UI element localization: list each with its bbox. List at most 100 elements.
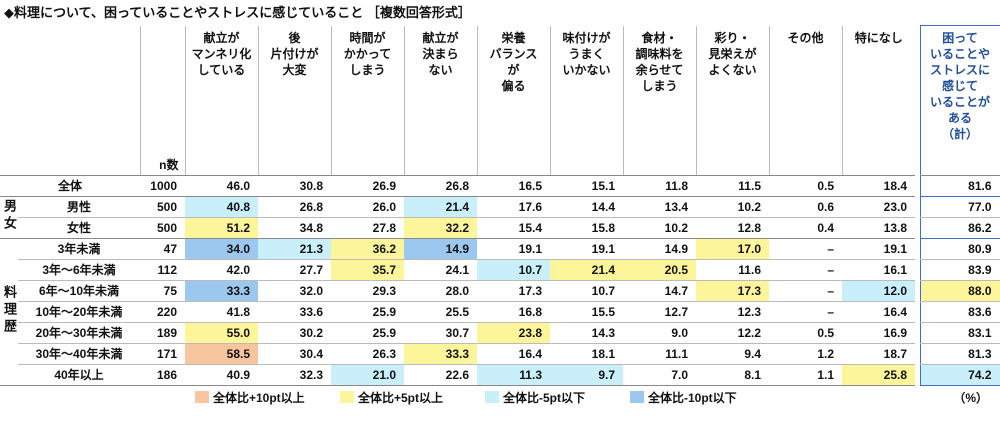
spacer [915, 217, 920, 238]
summary-header: 困って いることや ストレスに 感じて いることが ある （計） [919, 25, 1000, 176]
column-header: 食材・ 調味料を 余らせて しまう [622, 25, 696, 176]
spacer [915, 25, 920, 175]
data-row: 3年～6年未満 112 42.0 27.7 35.7 24.1 10.7 21.4 20.5 11… [0, 259, 1000, 281]
value-cell: 23.8 [477, 322, 550, 344]
group-label-cell: 料理歴 [0, 238, 18, 386]
header-line: かかって [343, 46, 392, 61]
legend-swatch [485, 391, 499, 403]
n-value: 500 [140, 196, 185, 218]
n-value: 186 [140, 364, 185, 386]
legend-swatch [630, 391, 644, 403]
value-cell: 17.3 [477, 280, 550, 302]
value-cell: 11.1 [623, 343, 696, 365]
header-line: ある [947, 111, 972, 125]
value-cell: 15.8 [550, 217, 623, 239]
row-label: 20年～30年未満 [18, 322, 140, 344]
legend-item: 全体比-10pt以下 [630, 389, 737, 406]
value-cell: 30.7 [404, 322, 477, 344]
header-line: している [197, 62, 246, 77]
spacer [915, 280, 920, 301]
spacer [915, 364, 920, 385]
value-cell: 24.1 [404, 259, 477, 281]
header-line: 献立が [203, 30, 240, 45]
value-cell: 28.0 [404, 280, 477, 302]
value-cell: 26.8 [258, 196, 331, 218]
value-cell: 58.5 [185, 343, 258, 365]
value-cell: 26.8 [404, 175, 477, 197]
value-cell: 25.8 [842, 364, 915, 386]
group-label: 料理歴 [2, 284, 17, 336]
value-cell: 26.3 [331, 343, 404, 365]
unit: （%） [953, 390, 988, 405]
legend-label: 全体比-5pt以下 [503, 390, 585, 405]
summary-value: 88.0 [919, 280, 1000, 302]
value-cell: 34.8 [258, 217, 331, 239]
column-header: その他 [768, 25, 842, 176]
value-cell: 11.3 [477, 364, 550, 386]
row-label: 10年～20年未満 [18, 301, 140, 323]
value-cell: 15.1 [550, 175, 623, 197]
value-cell: 20.5 [623, 259, 696, 281]
value-cell: 18.1 [550, 343, 623, 365]
row-label: 3年～6年未満 [18, 259, 140, 281]
row-label: 全体 [0, 175, 140, 197]
header-line: いることや [929, 47, 990, 61]
spacer [915, 343, 920, 364]
value-cell: 34.0 [185, 238, 258, 260]
row-label: 女性 [18, 217, 140, 239]
header-line: ストレスに [929, 63, 990, 77]
header-line: しまう [349, 62, 386, 77]
value-cell: 26.0 [331, 196, 404, 218]
row-label: 30年～40年未満 [18, 343, 140, 365]
row-label: 3年未満 [18, 238, 140, 260]
value-cell: 10.7 [550, 280, 623, 302]
summary-value: 83.9 [919, 259, 1000, 281]
value-cell: 17.6 [477, 196, 550, 218]
data-row: 全体 1000 46.0 30.8 26.9 26.8 16.5 15.1 11.8 11.5 0.… [0, 175, 1000, 197]
column-header: 時間が かかって しまう [330, 25, 404, 176]
summary-value: 83.1 [919, 322, 1000, 344]
value-cell: 16.1 [842, 259, 915, 281]
survey-table: n数 献立が マンネリ化 している後片付けが 大変 時間が かかって しまう 献立が 決まら ない栄… [0, 25, 1000, 386]
value-cell: 16.4 [477, 343, 550, 365]
header-line: 時間が [349, 30, 386, 45]
header-line: 大変 [282, 62, 307, 77]
value-cell: 32.0 [258, 280, 331, 302]
data-row: 30年～40年未満 171 58.5 30.4 26.3 33.3 16.4 18.1 11.1… [0, 343, 1000, 365]
value-cell: 27.7 [258, 259, 331, 281]
legend-label: 全体比-10pt以下 [648, 390, 737, 405]
value-cell: 11.6 [696, 259, 769, 281]
value-cell: 14.7 [623, 280, 696, 302]
data-row: 10年～20年未満 220 41.8 33.6 25.9 25.5 16.8 15.5 12.7… [0, 301, 1000, 323]
value-cell: 12.2 [696, 322, 769, 344]
value-cell: 1.1 [769, 364, 842, 386]
value-cell: 14.3 [550, 322, 623, 344]
header-line: 見栄えが [708, 46, 757, 61]
legend-label: 全体比+5pt以上 [358, 390, 444, 405]
value-cell: 16.9 [842, 322, 915, 344]
header-line: 余らせて [635, 62, 684, 77]
row-label: 男性 [18, 196, 140, 218]
value-cell: – [769, 238, 842, 260]
value-cell: 18.4 [842, 175, 915, 197]
value-cell: 9.0 [623, 322, 696, 344]
header-line: 感じて [941, 79, 978, 93]
header-line: 後 [288, 30, 301, 45]
value-cell: 19.1 [550, 238, 623, 260]
n-value: 189 [140, 322, 185, 344]
spacer [915, 175, 920, 196]
value-cell: 55.0 [185, 322, 258, 344]
value-cell: 10.2 [623, 217, 696, 239]
summary-value: 77.0 [919, 196, 1000, 218]
value-cell: 32.3 [258, 364, 331, 386]
n-value: 47 [140, 238, 185, 260]
header-line: うまく [568, 46, 605, 61]
header-line: マンネリ化 [191, 46, 252, 61]
value-cell: 46.0 [185, 175, 258, 197]
value-cell: 19.1 [842, 238, 915, 260]
header-line: 片付けが [270, 46, 319, 61]
data-row: 料理歴 3年未満 47 34.0 21.3 36.2 14.9 19.1 19.1 14.9 17.… [0, 238, 1000, 386]
n-value: 220 [140, 301, 185, 323]
header-line: しまう [641, 78, 678, 93]
